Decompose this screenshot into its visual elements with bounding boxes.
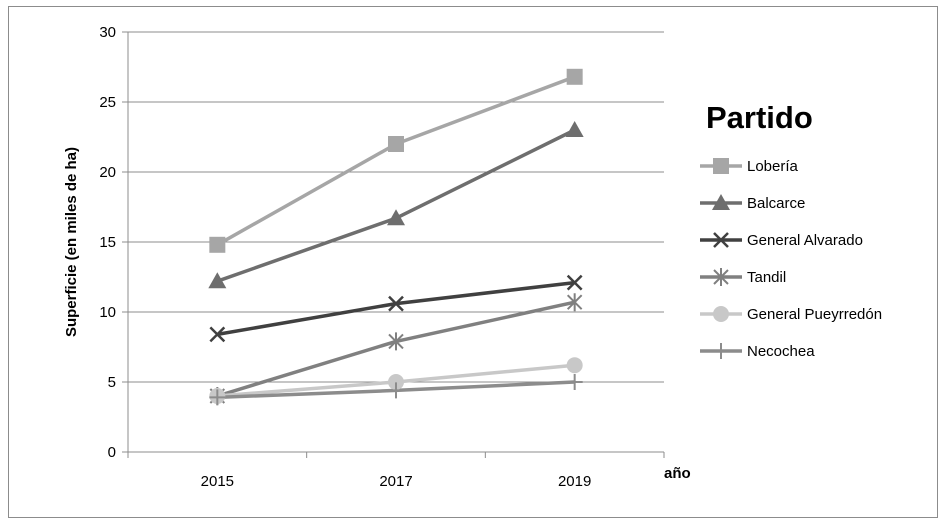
legend: Partido Lobería Balcarce General Alvarado T… (700, 100, 882, 360)
data-point (566, 374, 583, 390)
legend-label: Necochea (747, 343, 815, 360)
x-axis-title: año (664, 465, 691, 482)
data-point (388, 382, 404, 399)
legend-label: Balcarce (747, 195, 805, 212)
data-point (566, 68, 583, 85)
legend-item: Necochea (700, 343, 815, 360)
x-tick-label: 2019 (558, 473, 591, 490)
data-point (208, 272, 227, 289)
data-point (388, 295, 404, 312)
y-tick-labels: 0 5 10 15 20 25 30 (99, 24, 116, 461)
legend-marker (713, 306, 729, 322)
data-point (388, 332, 404, 351)
legend-item: General Pueyrredón (700, 306, 882, 323)
data-point (209, 326, 226, 343)
series-line-1 (216, 128, 576, 283)
legend-marker (713, 158, 729, 174)
data-point (209, 236, 226, 253)
data-point (388, 136, 404, 152)
legend-item: Tandil (700, 268, 786, 286)
legend-label: Tandil (747, 269, 786, 286)
data-point (565, 121, 584, 137)
legend-item: Lobería (700, 158, 799, 175)
y-tick-label: 25 (99, 94, 116, 111)
legend-marker (713, 343, 729, 359)
legend-marker (713, 232, 729, 248)
y-tick-label: 15 (99, 234, 116, 251)
axes (122, 31, 665, 458)
data-point (566, 293, 583, 312)
legend-label: General Alvarado (747, 232, 863, 249)
y-tick-label: 0 (108, 444, 116, 461)
legend-label: General Pueyrredón (747, 306, 882, 323)
x-tick-label: 2017 (379, 473, 412, 490)
legend-label: Lobería (747, 158, 799, 175)
y-tick-label: 5 (108, 374, 116, 391)
data-point (388, 374, 404, 390)
data-point (209, 389, 226, 406)
y-tick-label: 30 (99, 24, 116, 41)
legend-marker (712, 194, 730, 210)
x-tick-labels: 2015 2017 2019 (201, 473, 592, 490)
chart-frame (8, 6, 938, 518)
data-point (387, 209, 405, 226)
y-axis-title: Superficie (en miles de ha) (63, 147, 80, 337)
x-tick-label: 2015 (201, 473, 234, 490)
data-point (566, 357, 583, 374)
gridlines (128, 31, 664, 383)
y-tick-label: 20 (99, 164, 116, 181)
legend-item: Balcarce (700, 194, 805, 212)
legend-marker (713, 268, 729, 286)
legend-item: General Alvarado (700, 232, 863, 249)
series-markers (208, 68, 584, 406)
legend-title: Partido (706, 100, 813, 135)
data-point (566, 274, 583, 291)
y-tick-label: 10 (99, 304, 116, 321)
series-line-2 (217, 280, 575, 337)
